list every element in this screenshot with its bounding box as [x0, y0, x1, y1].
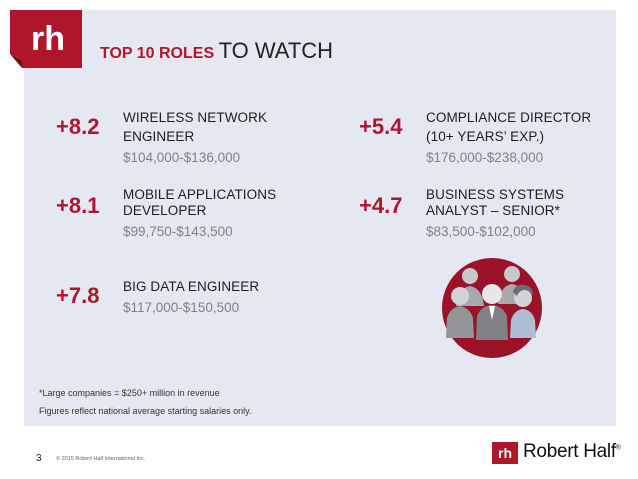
- role-title-line: BIG DATA ENGINEER: [123, 279, 260, 294]
- title-highlight: TOP 10 ROLES: [100, 45, 215, 62]
- footnote: *Large companies = $250+ million in reve…: [39, 388, 220, 398]
- role-salary: $83,500-$102,000: [426, 224, 536, 239]
- role-salary: $117,000-$150,500: [123, 300, 240, 315]
- role-title: WIRELESS NETWORK ENGINEER: [123, 108, 267, 146]
- people-group-icon: [442, 258, 542, 358]
- role-title: COMPLIANCE DIRECTOR (10+ YEARS’ EXP.): [426, 108, 591, 146]
- role-title-line: MOBILE APPLICATIONS: [123, 187, 277, 202]
- role-change: +8.1: [56, 193, 100, 218]
- title-rest: TO WATCH: [218, 38, 334, 63]
- page-number: 3: [36, 453, 42, 464]
- role-title-line: WIRELESS NETWORK: [123, 110, 268, 125]
- role-change: +4.7: [359, 193, 403, 218]
- role-title-line: BUSINESS SYSTEMS: [426, 187, 565, 202]
- role-salary: $176,000-$238,000: [426, 150, 544, 165]
- brand-text: Robert Half: [523, 441, 616, 462]
- role-title-line: ENGINEER: [123, 129, 195, 144]
- content-panel: [24, 10, 616, 426]
- role-salary: $99,750-$143,500: [123, 224, 233, 239]
- role-title-line: (10+ YEARS’ EXP.): [426, 129, 545, 144]
- role-salary: $104,000-$136,000: [123, 150, 241, 165]
- copyright: © 2015 Robert Half International Inc.: [56, 456, 146, 462]
- role-title: MOBILE APPLICATIONS DEVELOPER: [123, 187, 276, 219]
- role-title: BIG DATA ENGINEER: [123, 277, 259, 296]
- role-change: +8.2: [56, 114, 100, 139]
- registered-mark: ®: [615, 444, 621, 452]
- role-title: BUSINESS SYSTEMS ANALYST – SENIOR*: [426, 187, 564, 219]
- rh-logo: rh: [10, 10, 82, 68]
- robert-half-logo: rh: [492, 442, 518, 464]
- role-title-line: ANALYST – SENIOR*: [426, 203, 560, 218]
- role-change: +5.4: [359, 114, 403, 139]
- role-title-line: COMPLIANCE DIRECTOR: [426, 110, 592, 125]
- svg-text:rh: rh: [31, 20, 65, 58]
- svg-text:rh: rh: [498, 445, 512, 461]
- footnote: Figures reflect national average startin…: [39, 406, 252, 416]
- role-title-line: DEVELOPER: [123, 203, 207, 218]
- role-change: +7.8: [56, 283, 100, 308]
- brand-name: Robert Half®: [523, 441, 621, 463]
- page-title: TOP 10 ROLES TO WATCH: [100, 38, 333, 64]
